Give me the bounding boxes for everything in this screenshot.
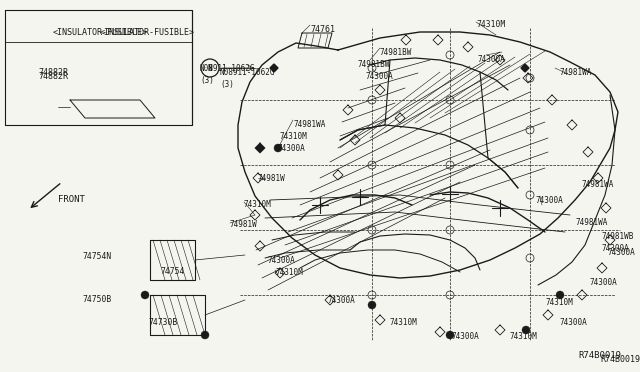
Text: 74300A: 74300A	[452, 332, 480, 341]
Text: FRONT: FRONT	[58, 195, 85, 204]
Text: N08911-1062G: N08911-1062G	[220, 68, 275, 77]
Circle shape	[522, 326, 530, 334]
Text: 74300A: 74300A	[536, 196, 564, 205]
Text: 74310M: 74310M	[510, 332, 538, 341]
Circle shape	[201, 331, 209, 339]
Text: 74882R: 74882R	[38, 67, 68, 77]
Text: 74310M: 74310M	[244, 200, 272, 209]
Circle shape	[446, 331, 454, 339]
Polygon shape	[256, 144, 264, 152]
Text: 74981W: 74981W	[258, 174, 285, 183]
Text: 74981WB: 74981WB	[601, 232, 634, 241]
Text: 74882R: 74882R	[38, 72, 68, 81]
Text: 74750B: 74750B	[82, 295, 111, 304]
Text: 74981BW: 74981BW	[358, 60, 390, 69]
Text: 74310M: 74310M	[280, 132, 308, 141]
Text: 74300A: 74300A	[278, 144, 306, 153]
Text: 74981BW: 74981BW	[380, 48, 412, 57]
Text: 74754N: 74754N	[82, 252, 111, 261]
Text: 74310M: 74310M	[476, 20, 505, 29]
Polygon shape	[521, 64, 529, 72]
Circle shape	[556, 291, 564, 299]
Text: 74310M: 74310M	[390, 318, 418, 327]
Text: 74981WA: 74981WA	[560, 68, 593, 77]
Circle shape	[141, 291, 149, 299]
Text: 74300A: 74300A	[601, 244, 628, 253]
Text: 74730B: 74730B	[148, 318, 177, 327]
Text: 74300A: 74300A	[560, 318, 588, 327]
Text: 74754: 74754	[160, 267, 184, 276]
Text: 74981WA: 74981WA	[293, 120, 325, 129]
Text: 74300A: 74300A	[328, 296, 356, 305]
Text: N08911-1062G: N08911-1062G	[200, 64, 255, 73]
Text: R74B0019: R74B0019	[579, 350, 621, 359]
Text: 74300A: 74300A	[608, 248, 636, 257]
Circle shape	[368, 301, 376, 309]
Text: <INSULATOR-FUSIBLE>: <INSULATOR-FUSIBLE>	[100, 28, 195, 37]
Text: 74981WA: 74981WA	[576, 218, 609, 227]
Text: R74B0019: R74B0019	[600, 355, 640, 364]
Text: 74981W: 74981W	[230, 220, 258, 229]
Text: 74310M: 74310M	[546, 298, 573, 307]
Text: 74300A: 74300A	[267, 256, 295, 265]
Polygon shape	[270, 64, 278, 72]
Text: 74300A: 74300A	[365, 72, 393, 81]
Text: (3): (3)	[200, 76, 214, 84]
Text: 74761: 74761	[310, 25, 335, 34]
Circle shape	[274, 144, 282, 152]
Text: N: N	[208, 64, 212, 73]
Text: 74300A: 74300A	[590, 278, 618, 287]
Text: <INSULATOR-FUSIBLE>: <INSULATOR-FUSIBLE>	[52, 28, 147, 37]
Text: 74310M: 74310M	[275, 268, 303, 277]
Text: (3): (3)	[220, 80, 234, 89]
Text: 74300A: 74300A	[478, 55, 506, 64]
Text: 74981WA: 74981WA	[581, 180, 613, 189]
